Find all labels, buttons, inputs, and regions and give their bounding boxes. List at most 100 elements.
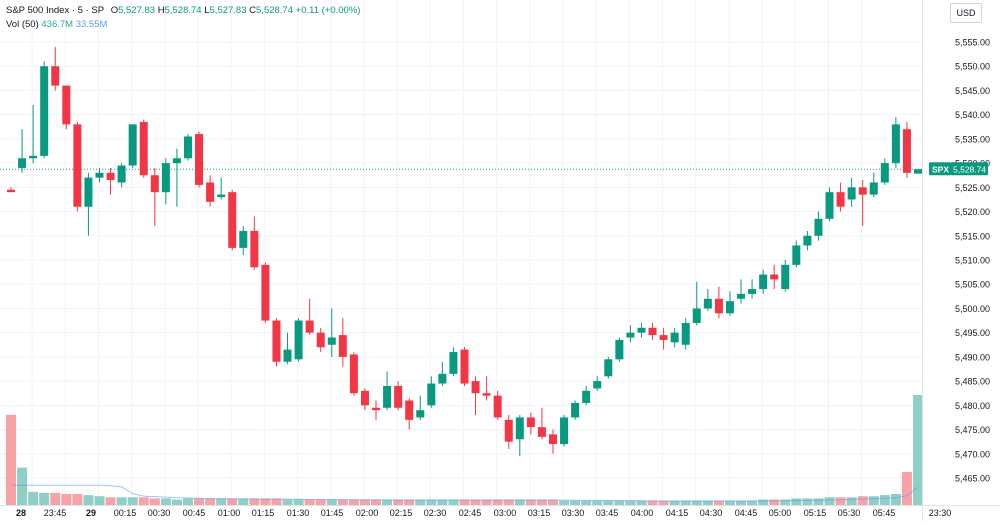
- time-tick-label: 04:30: [700, 508, 723, 518]
- volume-bar: [669, 500, 680, 505]
- candle: [814, 211, 823, 241]
- candle-body: [305, 320, 314, 333]
- candle-body: [515, 417, 524, 440]
- symbol-label[interactable]: S&P 500 Index · 5 · SP: [6, 5, 105, 16]
- symbol-tag-label: SPX: [932, 165, 949, 175]
- volume-legend-row: Vol (50) 436.7M 33.55M: [6, 18, 360, 32]
- candle: [106, 167, 115, 195]
- grid-lines: [0, 0, 922, 505]
- volume-bar: [28, 491, 39, 505]
- volume-bar: [205, 498, 216, 505]
- candle: [239, 226, 248, 256]
- volume-bar: [835, 497, 846, 505]
- change-value: +0.11 (+0.00%): [295, 5, 361, 16]
- candle: [460, 347, 469, 386]
- volume-bar: [647, 500, 658, 505]
- candle: [681, 318, 690, 350]
- candle: [493, 390, 502, 420]
- candle: [360, 388, 369, 411]
- candle: [372, 400, 381, 420]
- time-tick-label: 02:45: [459, 508, 482, 518]
- candle: [781, 260, 790, 292]
- volume-ma-line: [11, 484, 919, 502]
- candle: [383, 371, 392, 411]
- time-tick-label: 00:30: [148, 508, 171, 518]
- volume-bar: [348, 499, 359, 505]
- currency-button[interactable]: USD: [950, 3, 982, 23]
- candle-body: [759, 274, 768, 290]
- volume-bar: [138, 497, 149, 505]
- volume-bars: [6, 395, 923, 505]
- volume-bar: [802, 498, 813, 505]
- volume-bar: [769, 499, 780, 505]
- volume-bar: [393, 499, 404, 505]
- candle-body: [438, 373, 447, 384]
- volume-bar: [570, 500, 581, 505]
- candle-body: [637, 327, 646, 333]
- candle-body: [825, 192, 834, 219]
- candle: [161, 158, 170, 205]
- volume-bar: [238, 498, 249, 505]
- candle: [394, 381, 403, 411]
- candle: [139, 119, 148, 178]
- candle: [150, 167, 159, 227]
- candle-body: [405, 400, 414, 420]
- volume-bar: [658, 500, 669, 505]
- candle: [206, 175, 215, 207]
- candle: [626, 325, 635, 343]
- candle-body: [338, 335, 347, 357]
- candle: [29, 104, 38, 164]
- candle-body: [383, 385, 392, 408]
- candle-body: [858, 187, 867, 195]
- time-tick-label: 00:45: [183, 508, 206, 518]
- volume-bar: [194, 498, 205, 505]
- volume-bar: [481, 499, 492, 505]
- volume-bar: [17, 467, 28, 505]
- price-tick-label: 5,490.00: [955, 352, 990, 362]
- candle-body: [725, 301, 734, 314]
- volume-bar: [492, 499, 503, 505]
- last-price-tag: SPX 5,528.74: [929, 162, 988, 176]
- candle: [648, 322, 657, 340]
- candle-body: [814, 218, 823, 236]
- candle: [217, 177, 226, 200]
- close-value: 5,528.74: [256, 5, 293, 16]
- volume-bar: [337, 499, 348, 505]
- volume-bar: [691, 500, 702, 505]
- candle: [858, 180, 867, 227]
- candle: [637, 322, 646, 338]
- volume-bar: [459, 499, 470, 505]
- candle: [803, 230, 812, 251]
- volume-bar: [680, 500, 691, 505]
- candle: [73, 121, 82, 212]
- volume-bar: [315, 499, 326, 505]
- time-tick-label: 01:00: [218, 508, 241, 518]
- candle: [195, 131, 204, 188]
- candle-body: [349, 354, 358, 394]
- candle: [438, 361, 447, 386]
- volume-bar: [614, 500, 625, 505]
- candle-body: [803, 235, 812, 246]
- candle-body: [526, 417, 535, 428]
- candle: [62, 85, 71, 130]
- volume-bar: [625, 500, 636, 505]
- candle-body: [770, 274, 779, 280]
- volume-bar: [503, 499, 514, 505]
- candle: [526, 412, 535, 435]
- volume-bar: [249, 498, 260, 505]
- candle: [294, 318, 303, 362]
- candle: [792, 240, 801, 268]
- volume-bar: [724, 500, 735, 505]
- candle-body: [615, 339, 624, 360]
- volume-bar: [39, 492, 50, 505]
- price-tick-label: 5,480.00: [955, 401, 990, 411]
- time-tick-label: 03:15: [528, 508, 551, 518]
- candle-body: [548, 434, 557, 445]
- candle-body: [681, 322, 690, 345]
- candle-body: [748, 289, 757, 294]
- candle: [327, 308, 336, 357]
- volume-label[interactable]: Vol (50): [6, 19, 39, 30]
- candle-body: [84, 177, 93, 207]
